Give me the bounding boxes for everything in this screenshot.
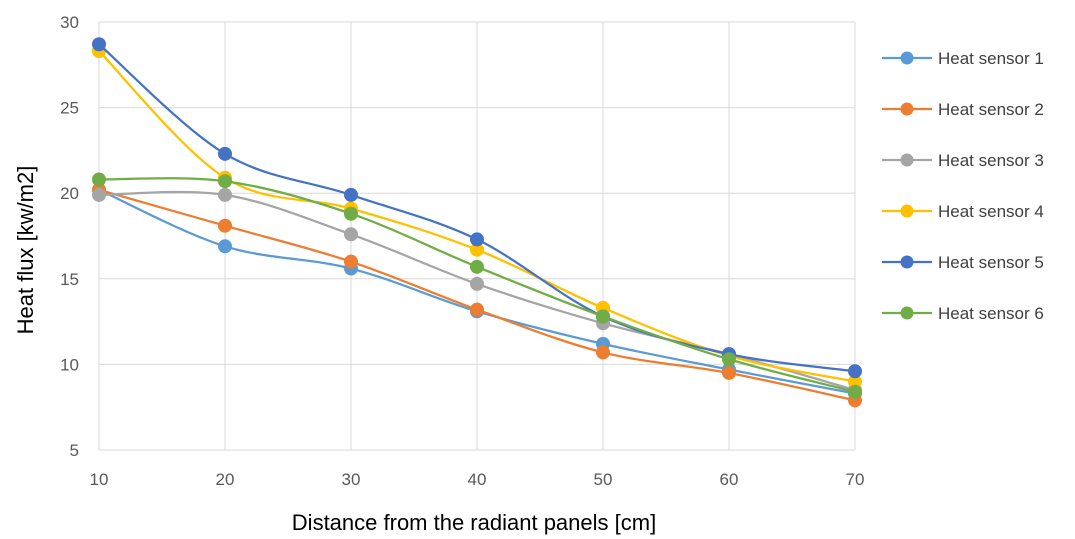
legend: Heat sensor 1 Heat sensor 2 Heat sensor 3 H… (882, 49, 1044, 323)
data-point (470, 232, 484, 247)
data-point (722, 352, 736, 367)
legend-label: Heat sensor 1 (938, 49, 1044, 68)
y-tick-label: 30 (60, 13, 79, 32)
data-point (344, 187, 358, 202)
data-point (596, 309, 610, 324)
y-tick-label: 25 (60, 99, 79, 118)
data-point (92, 187, 106, 202)
x-axis-ticks: 10 20 30 40 50 60 70 (90, 470, 865, 489)
data-point (218, 146, 232, 161)
legend-label: Heat sensor 6 (938, 304, 1044, 323)
x-tick-label: 60 (720, 470, 739, 489)
legend-marker (900, 153, 914, 167)
data-point (92, 172, 106, 187)
data-point (344, 254, 358, 269)
x-tick-label: 10 (90, 470, 109, 489)
legend-marker (900, 102, 914, 116)
x-tick-label: 20 (216, 470, 235, 489)
x-tick-label: 70 (846, 470, 865, 489)
y-tick-label: 20 (60, 184, 79, 203)
series-lines (92, 37, 862, 408)
legend-marker (900, 51, 914, 65)
x-axis-title: Distance from the radiant panels [cm] (292, 510, 656, 535)
legend-item: Heat sensor 3 (882, 151, 1044, 170)
x-tick-label: 40 (468, 470, 487, 489)
legend-item: Heat sensor 4 (882, 202, 1044, 221)
legend-label: Heat sensor 2 (938, 100, 1044, 119)
y-tick-label: 10 (60, 355, 79, 374)
data-point (344, 227, 358, 242)
data-point (722, 365, 736, 380)
legend-item: Heat sensor 2 (882, 100, 1044, 119)
data-point (470, 302, 484, 317)
legend-marker (900, 204, 914, 218)
data-point (218, 174, 232, 189)
data-point (596, 345, 610, 360)
y-axis-ticks: 5 10 15 20 25 30 (60, 13, 79, 460)
legend-label: Heat sensor 4 (938, 202, 1044, 221)
data-point (218, 218, 232, 233)
legend-label: Heat sensor 3 (938, 151, 1044, 170)
legend-marker (900, 255, 914, 269)
y-tick-label: 15 (60, 270, 79, 289)
data-point (218, 187, 232, 202)
data-point (470, 276, 484, 291)
data-point (92, 37, 106, 52)
data-point (344, 206, 358, 221)
legend-label: Heat sensor 5 (938, 253, 1044, 272)
x-tick-label: 30 (342, 470, 361, 489)
data-point (218, 239, 232, 254)
legend-item: Heat sensor 6 (882, 304, 1044, 323)
series-6 (92, 172, 862, 399)
legend-marker (900, 306, 914, 320)
data-point (470, 259, 484, 274)
legend-item: Heat sensor 5 (882, 253, 1044, 272)
data-point (848, 384, 862, 399)
y-tick-label: 5 (70, 441, 79, 460)
y-axis-title: Heat flux [kw/m2] (13, 166, 38, 335)
legend-item: Heat sensor 1 (882, 49, 1044, 68)
data-point (848, 364, 862, 379)
x-tick-label: 50 (594, 470, 613, 489)
